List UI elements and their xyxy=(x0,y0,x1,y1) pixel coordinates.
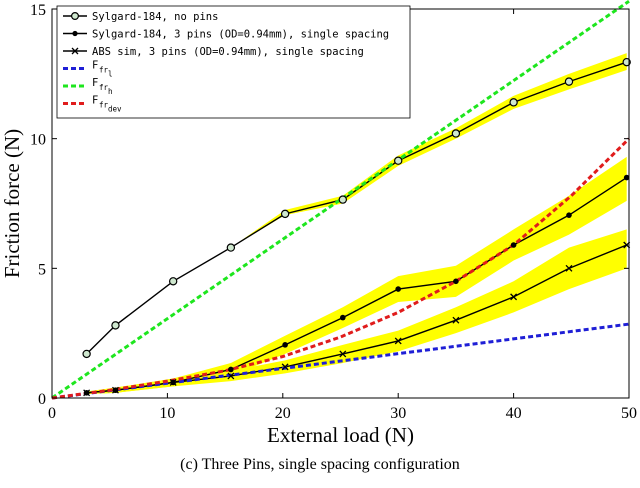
legend-marker-1 xyxy=(72,30,78,37)
x-tick-label-1: 10 xyxy=(159,405,175,422)
y-tick-label-2: 10 xyxy=(30,132,46,149)
line-series-5 xyxy=(51,137,631,400)
point-s0-2 xyxy=(168,277,178,286)
point-s1-10 xyxy=(623,174,630,181)
x-tick-label-4: 40 xyxy=(506,405,522,422)
point-s2-6 xyxy=(394,337,402,345)
friction-chart: 0 10 20 30 40 50 0 5 10 15 External load (N) Fric… xyxy=(0,0,637,447)
legend-marker-2 xyxy=(71,47,79,55)
point-s1-7 xyxy=(453,278,459,285)
point-s0-6 xyxy=(394,156,403,165)
point-s0-4 xyxy=(280,209,290,219)
figure-caption: (c) Three Pins, single spacing configura… xyxy=(180,456,460,473)
x-axis-title: External load (N) xyxy=(267,423,414,447)
point-s1-8 xyxy=(510,242,517,248)
legend: Sylgard-184, no pins Sylgard-184, 3 pins … xyxy=(56,5,411,119)
point-s1-5 xyxy=(340,314,346,321)
point-s1-3 xyxy=(228,366,234,373)
point-s2-5 xyxy=(339,350,347,358)
legend-label-subsub-4: h xyxy=(108,87,113,96)
y-tick-label-3: 15 xyxy=(30,2,46,19)
x-tick-label-0: 0 xyxy=(48,405,56,422)
point-s0-9 xyxy=(564,77,574,86)
point-s2-4 xyxy=(281,363,289,371)
point-s2-3 xyxy=(227,372,235,380)
point-s0-8 xyxy=(509,98,518,107)
point-s1-6 xyxy=(395,286,402,292)
point-s2-0 xyxy=(83,389,91,397)
legend-box xyxy=(56,5,411,119)
line-series-4 xyxy=(51,0,630,400)
y-tick-label-1: 5 xyxy=(38,261,46,278)
point-s2-9 xyxy=(565,264,573,272)
legend-label-2: ABS sim, 3 pins (OD=0.94mm), single spac… xyxy=(92,46,364,58)
legend-label-subsub-3: l xyxy=(108,70,113,79)
point-s0-1 xyxy=(111,321,120,330)
point-s2-8 xyxy=(510,293,518,301)
point-s0-3 xyxy=(226,243,236,252)
point-s1-4 xyxy=(282,342,288,348)
legend-label-sub-3: fr xyxy=(99,66,109,75)
legend-label-main-4: F xyxy=(92,77,98,89)
point-s0-0 xyxy=(82,349,91,359)
x-tick-label-5: 50 xyxy=(621,405,637,422)
point-s0-5 xyxy=(338,195,348,204)
legend-label-sub-5: fr xyxy=(99,101,109,110)
point-s0-10 xyxy=(622,57,631,67)
legend-label-sub-4: fr xyxy=(99,83,109,92)
x-tick-label-2: 20 xyxy=(275,405,291,422)
legend-label-main-3: F xyxy=(92,60,98,72)
x-tick-label-3: 30 xyxy=(390,405,406,422)
y-axis-title: Friction force (N) xyxy=(0,129,24,278)
point-s2-1 xyxy=(112,386,119,394)
legend-label-1: Sylgard-184, 3 pins (OD=0.94mm), single … xyxy=(92,29,389,41)
legend-label-subsub-5: dev xyxy=(108,105,122,114)
point-s2-7 xyxy=(452,316,460,324)
y-tick-label-0: 0 xyxy=(38,391,46,408)
point-s2-2 xyxy=(169,378,177,386)
point-s1-9 xyxy=(566,212,572,218)
point-s0-7 xyxy=(451,129,461,138)
axis-ticks: 0 10 20 30 40 50 0 5 10 15 xyxy=(30,2,637,422)
legend-label-main-5: F xyxy=(92,95,98,107)
legend-label-0: Sylgard-184, no pins xyxy=(92,11,218,23)
legend-marker-0 xyxy=(70,12,79,21)
series-markers xyxy=(82,57,631,397)
